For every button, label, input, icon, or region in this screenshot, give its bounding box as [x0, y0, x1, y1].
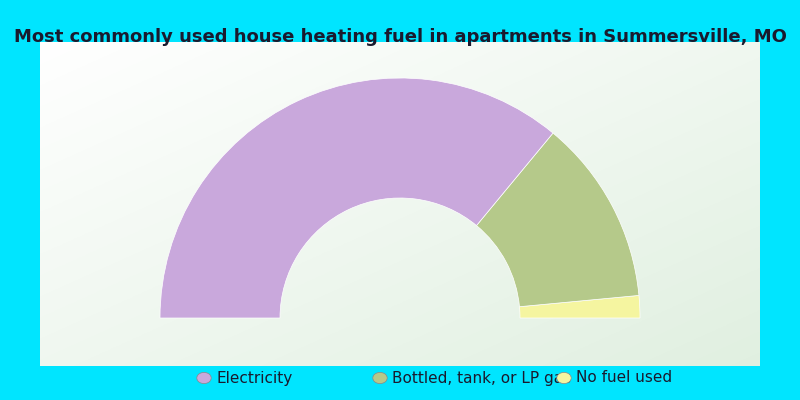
- Wedge shape: [160, 78, 553, 318]
- Text: Electricity: Electricity: [216, 370, 292, 386]
- Text: Most commonly used house heating fuel in apartments in Summersville, MO: Most commonly used house heating fuel in…: [14, 28, 786, 46]
- Text: Bottled, tank, or LP gas: Bottled, tank, or LP gas: [392, 370, 571, 386]
- Text: No fuel used: No fuel used: [576, 370, 672, 386]
- Wedge shape: [519, 296, 640, 318]
- Wedge shape: [477, 133, 639, 307]
